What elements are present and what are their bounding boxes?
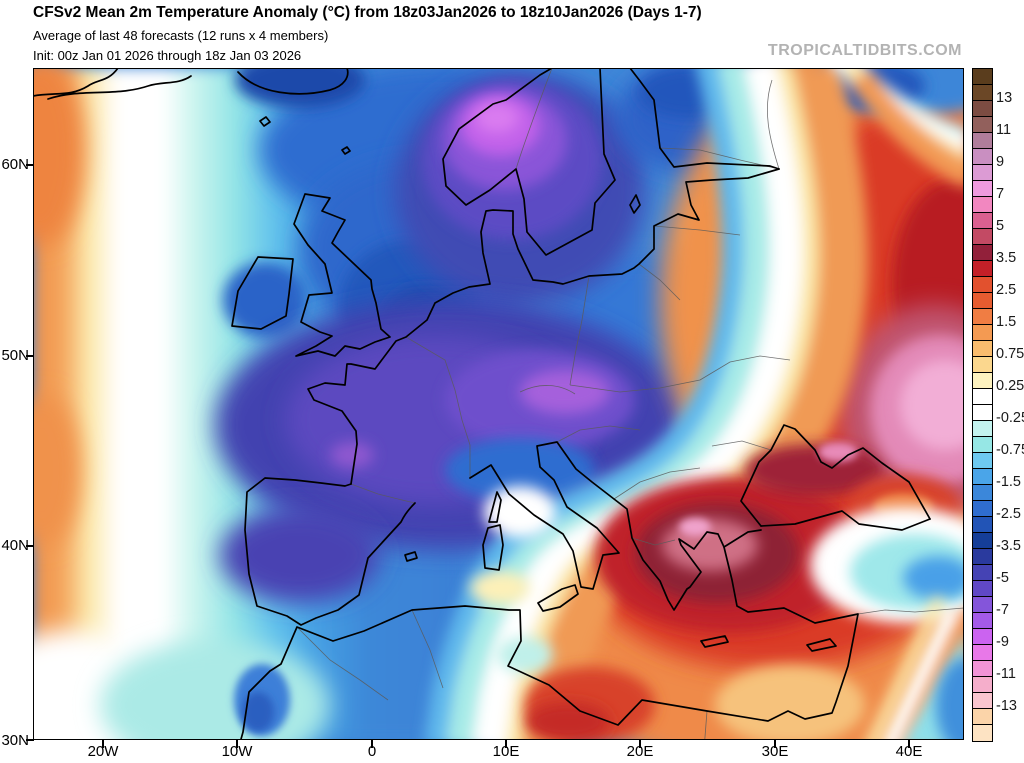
x-axis-tick — [639, 740, 641, 748]
colorbar-cell — [973, 597, 992, 613]
colorbar-cell — [973, 677, 992, 693]
colorbar-cell — [973, 501, 992, 517]
colorbar-cell — [973, 277, 992, 293]
x-axis-label: 20W — [87, 743, 119, 760]
colorbar-cell — [973, 293, 992, 309]
country-borders — [296, 68, 964, 740]
colorbar-cell — [973, 213, 992, 229]
page-title: CFSv2 Mean 2m Temperature Anomaly (°C) f… — [33, 4, 702, 21]
x-axis-tick — [102, 740, 104, 748]
colorbar-cell — [973, 469, 992, 485]
colorbar-cell — [973, 341, 992, 357]
colorbar-tick-label: 1.5 — [996, 314, 1017, 330]
colorbar-cell — [973, 117, 992, 133]
colorbar-tick-label: -7 — [996, 602, 1009, 618]
x-axis-tick — [236, 740, 238, 748]
colorbar-cell — [973, 437, 992, 453]
page-subtitle: Average of last 48 forecasts (12 runs x … — [33, 28, 329, 43]
colorbar-cell — [973, 309, 992, 325]
x-axis-tick — [774, 740, 776, 748]
colorbar-cell — [973, 101, 992, 117]
colorbar-cell — [973, 181, 992, 197]
colorbar-cell — [973, 197, 992, 213]
colorbar-cell — [973, 565, 992, 581]
colorbar-tick-label: 2.5 — [996, 282, 1017, 298]
colorbar-cells — [972, 68, 993, 742]
x-axis-label: 20E — [626, 743, 654, 760]
colorbar-cell — [973, 261, 992, 277]
colorbar-cell — [973, 549, 992, 565]
colorbar-tick-label: -13 — [996, 698, 1017, 714]
tropicaltidbits-watermark: TROPICALTIDBITS.COM — [767, 42, 962, 59]
x-axis-label: 30E — [761, 743, 789, 760]
x-axis-tick — [505, 740, 507, 748]
temperature-field — [33, 68, 964, 740]
colorbar-tick-label: 0.75 — [996, 346, 1024, 362]
colorbar-tick-label: 9 — [996, 154, 1005, 170]
colorbar-cell — [973, 629, 992, 645]
colorbar-cell — [973, 133, 992, 149]
colorbar-cell — [973, 405, 992, 421]
colorbar-tick-label: -9 — [996, 634, 1009, 650]
colorbar-cell — [973, 693, 992, 709]
colorbar-cell — [973, 485, 992, 501]
y-axis-label: 50N — [1, 347, 29, 364]
colorbar-cell — [973, 421, 992, 437]
colorbar-tick-label: -1.5 — [996, 474, 1021, 490]
colorbar-cell — [973, 373, 992, 389]
y-axis-tick — [26, 739, 34, 741]
colorbar-tick-label: 5 — [996, 218, 1005, 234]
y-axis-label: 40N — [1, 537, 29, 554]
colorbar-tick-label: -2.5 — [996, 506, 1021, 522]
colorbar-labels: 13 11 9 7 5 3.5 2.5 1.5 0.75 0.25 -0.25 -0.75 -1.5 -2… — [996, 68, 1024, 740]
x-axis-tick — [371, 740, 373, 748]
colorbar-cell — [973, 645, 992, 661]
y-axis-tick — [26, 545, 34, 547]
colorbar-cell — [973, 357, 992, 373]
colorbar-tick-label: 0.25 — [996, 378, 1024, 394]
colorbar-tick-label: -0.75 — [996, 442, 1024, 458]
x-axis-label: 10W — [221, 743, 253, 760]
colorbar-tick-label: 7 — [996, 186, 1005, 202]
colorbar-cell — [973, 725, 992, 741]
colorbar-cell — [973, 85, 992, 101]
colorbar-cell — [973, 709, 992, 725]
x-axis-label: 10E — [492, 743, 520, 760]
colorbar-tick-label: 13 — [996, 90, 1013, 106]
colorbar-cell — [973, 533, 992, 549]
colorbar-cell — [973, 661, 992, 677]
colorbar-tick-label: 11 — [996, 122, 1012, 138]
colorbar-tick-label: -5 — [996, 570, 1009, 586]
colorbar-cell — [973, 245, 992, 261]
y-axis-label: 60N — [1, 156, 29, 173]
y-axis-tick — [26, 355, 34, 357]
coastlines — [33, 68, 931, 740]
colorbar-cell — [973, 165, 992, 181]
colorbar-tick-label: -11 — [996, 666, 1016, 682]
colorbar-cell — [973, 453, 992, 469]
colorbar-cell — [973, 613, 992, 629]
map-canvas — [33, 68, 964, 740]
x-axis-label: 0 — [367, 743, 377, 760]
colorbar-cell — [973, 389, 992, 405]
colorbar-cell — [973, 229, 992, 245]
colorbar-tick-label: 3.5 — [996, 250, 1017, 266]
x-axis-tick — [908, 740, 910, 748]
x-axis-label: 40E — [895, 743, 923, 760]
colorbar-cell — [973, 325, 992, 341]
colorbar-cell — [973, 517, 992, 533]
colorbar-cell — [973, 581, 992, 597]
y-axis-label: 30N — [1, 732, 29, 749]
colorbar-tick-label: -3.5 — [996, 538, 1021, 554]
colorbar-tick-label: -0.25 — [996, 410, 1024, 426]
y-axis-tick — [26, 164, 34, 166]
init-line: Init: 00z Jan 01 2026 through 18z Jan 03… — [33, 48, 302, 63]
colorbar-cell — [973, 149, 992, 165]
colorbar-cell — [973, 69, 992, 85]
